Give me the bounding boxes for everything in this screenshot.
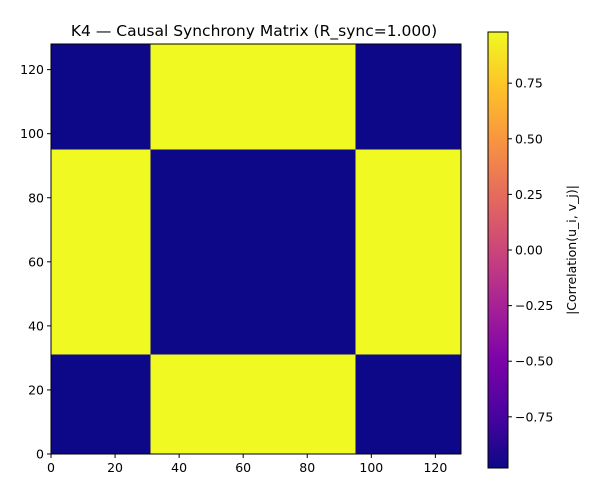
heatmap-cell-r2-c2 <box>355 44 461 150</box>
x-tick-label: 80 <box>299 460 315 475</box>
heatmap-cell-r1-c2 <box>355 149 461 355</box>
heatmap-cell-r0-c0 <box>51 354 151 454</box>
heatmap-cell-r0-c2 <box>355 354 461 454</box>
y-tick-label: 40 <box>28 318 44 333</box>
heatmap-cell-r1-c0 <box>51 149 151 355</box>
colorbar-tick-label: −0.25 <box>515 298 553 313</box>
x-axis: 0 20 40 60 80 100 120 <box>47 454 447 475</box>
colorbar-tick-label: 0.25 <box>515 187 543 202</box>
y-axis: 0 20 40 60 80 100 120 <box>20 62 51 462</box>
x-tick-label: 0 <box>47 460 55 475</box>
colorbar <box>487 31 509 469</box>
colorbar-tick-label: 0.75 <box>515 76 543 91</box>
y-tick-label: 0 <box>36 447 44 462</box>
y-tick-label: 60 <box>28 254 44 269</box>
x-tick-label: 120 <box>423 460 447 475</box>
heatmap-cell-r0-c1 <box>150 354 356 454</box>
y-tick-label: 80 <box>28 190 44 205</box>
x-tick-label: 40 <box>171 460 187 475</box>
x-tick-label: 20 <box>107 460 123 475</box>
chart-title: K4 — Causal Synchrony Matrix (R_sync=1.0… <box>71 22 437 41</box>
heatmap-cells <box>51 44 461 454</box>
colorbar-axis: −0.75 −0.50 −0.25 0.00 0.25 0.50 0.75 <box>508 76 553 424</box>
y-tick-label: 100 <box>20 126 44 141</box>
plot-frame <box>50 43 462 455</box>
heatmap-cell-r2-c1 <box>150 44 356 150</box>
colorbar-tick-label: 0.50 <box>515 131 543 146</box>
heatmap-cell-r2-c0 <box>51 44 151 150</box>
x-tick-label: 100 <box>359 460 383 475</box>
x-tick-label: 60 <box>235 460 251 475</box>
y-tick-label: 120 <box>20 62 44 77</box>
colorbar-tick-label: −0.75 <box>515 409 553 424</box>
colorbar-label: |Correlation(u_i, v_j)| <box>564 185 579 315</box>
colorbar-tick-label: −0.50 <box>515 354 553 369</box>
y-tick-label: 20 <box>28 382 44 397</box>
heatmap-cell-r1-c1 <box>150 149 356 355</box>
colorbar-tick-label: 0.00 <box>515 243 543 258</box>
